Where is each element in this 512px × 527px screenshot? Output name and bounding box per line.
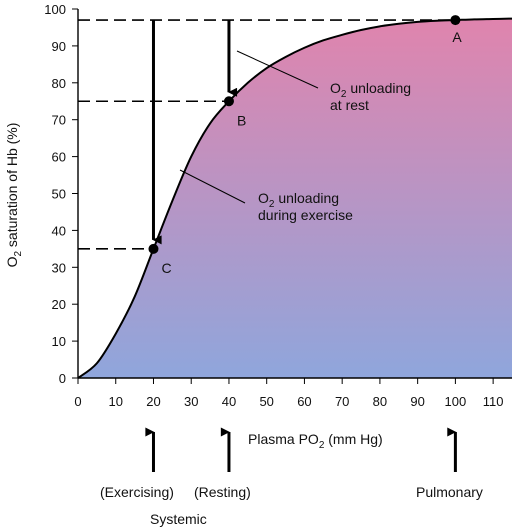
rest-leader-line <box>236 50 319 89</box>
resting-label: (Resting) <box>194 484 251 500</box>
exercising-label: (Exercising) <box>100 484 174 500</box>
y-tick-label: 40 <box>52 223 66 238</box>
x-axis-ticks: 0 10 20 30 40 50 60 70 80 90 100 110 <box>74 378 503 409</box>
y-tick-label: 30 <box>52 260 66 275</box>
rest-annotation-line2: at rest <box>330 97 369 113</box>
x-tick-label: 40 <box>222 394 236 409</box>
exercise-leader-line <box>179 169 246 204</box>
y-axis-ticks: 0 10 20 30 40 50 60 70 80 90 100 <box>44 2 78 386</box>
x-tick-label: 50 <box>259 394 273 409</box>
y-tick-label: 0 <box>59 371 66 386</box>
x-tick-label: 60 <box>297 394 311 409</box>
y-tick-label: 10 <box>52 334 66 349</box>
pulmonary-label: Pulmonary <box>416 484 483 500</box>
x-tick-label: 90 <box>410 394 424 409</box>
x-tick-label: 70 <box>335 394 349 409</box>
exercise-annotation-line1: O2 unloading <box>258 190 339 210</box>
data-points: A B C <box>148 15 462 276</box>
x-axis-title: Plasma PO2 (mm Hg) <box>248 431 383 451</box>
point-label-A: A <box>452 29 462 45</box>
rest-annotation-line1: O2 unloading <box>330 80 411 100</box>
x-tick-label: 0 <box>74 394 81 409</box>
x-tick-label: 20 <box>146 394 160 409</box>
exercise-annotation-line2: during exercise <box>258 207 353 223</box>
y-tick-label: 90 <box>52 39 66 54</box>
bottom-arrows <box>145 427 457 472</box>
x-tick-label: 10 <box>109 394 123 409</box>
point-B <box>223 96 234 107</box>
y-tick-label: 50 <box>52 187 66 202</box>
x-tick-label: 80 <box>373 394 387 409</box>
point-C <box>148 243 159 254</box>
y-tick-label: 20 <box>52 297 66 312</box>
y-tick-label: 60 <box>52 150 66 165</box>
x-tick-label: 100 <box>445 394 467 409</box>
point-A <box>450 15 461 26</box>
y-tick-label: 80 <box>52 76 66 91</box>
systemic-label: Systemic <box>150 511 207 527</box>
y-axis-title: O2 saturation of Hb (%) <box>4 123 24 268</box>
saturation-area-fill <box>78 18 512 379</box>
y-tick-label: 70 <box>52 113 66 128</box>
point-label-B: B <box>237 112 246 128</box>
x-tick-label: 110 <box>483 394 504 409</box>
x-tick-label: 30 <box>184 394 198 409</box>
point-label-C: C <box>161 260 171 276</box>
unloading-arrows <box>151 20 238 245</box>
y-tick-label: 100 <box>44 2 66 17</box>
